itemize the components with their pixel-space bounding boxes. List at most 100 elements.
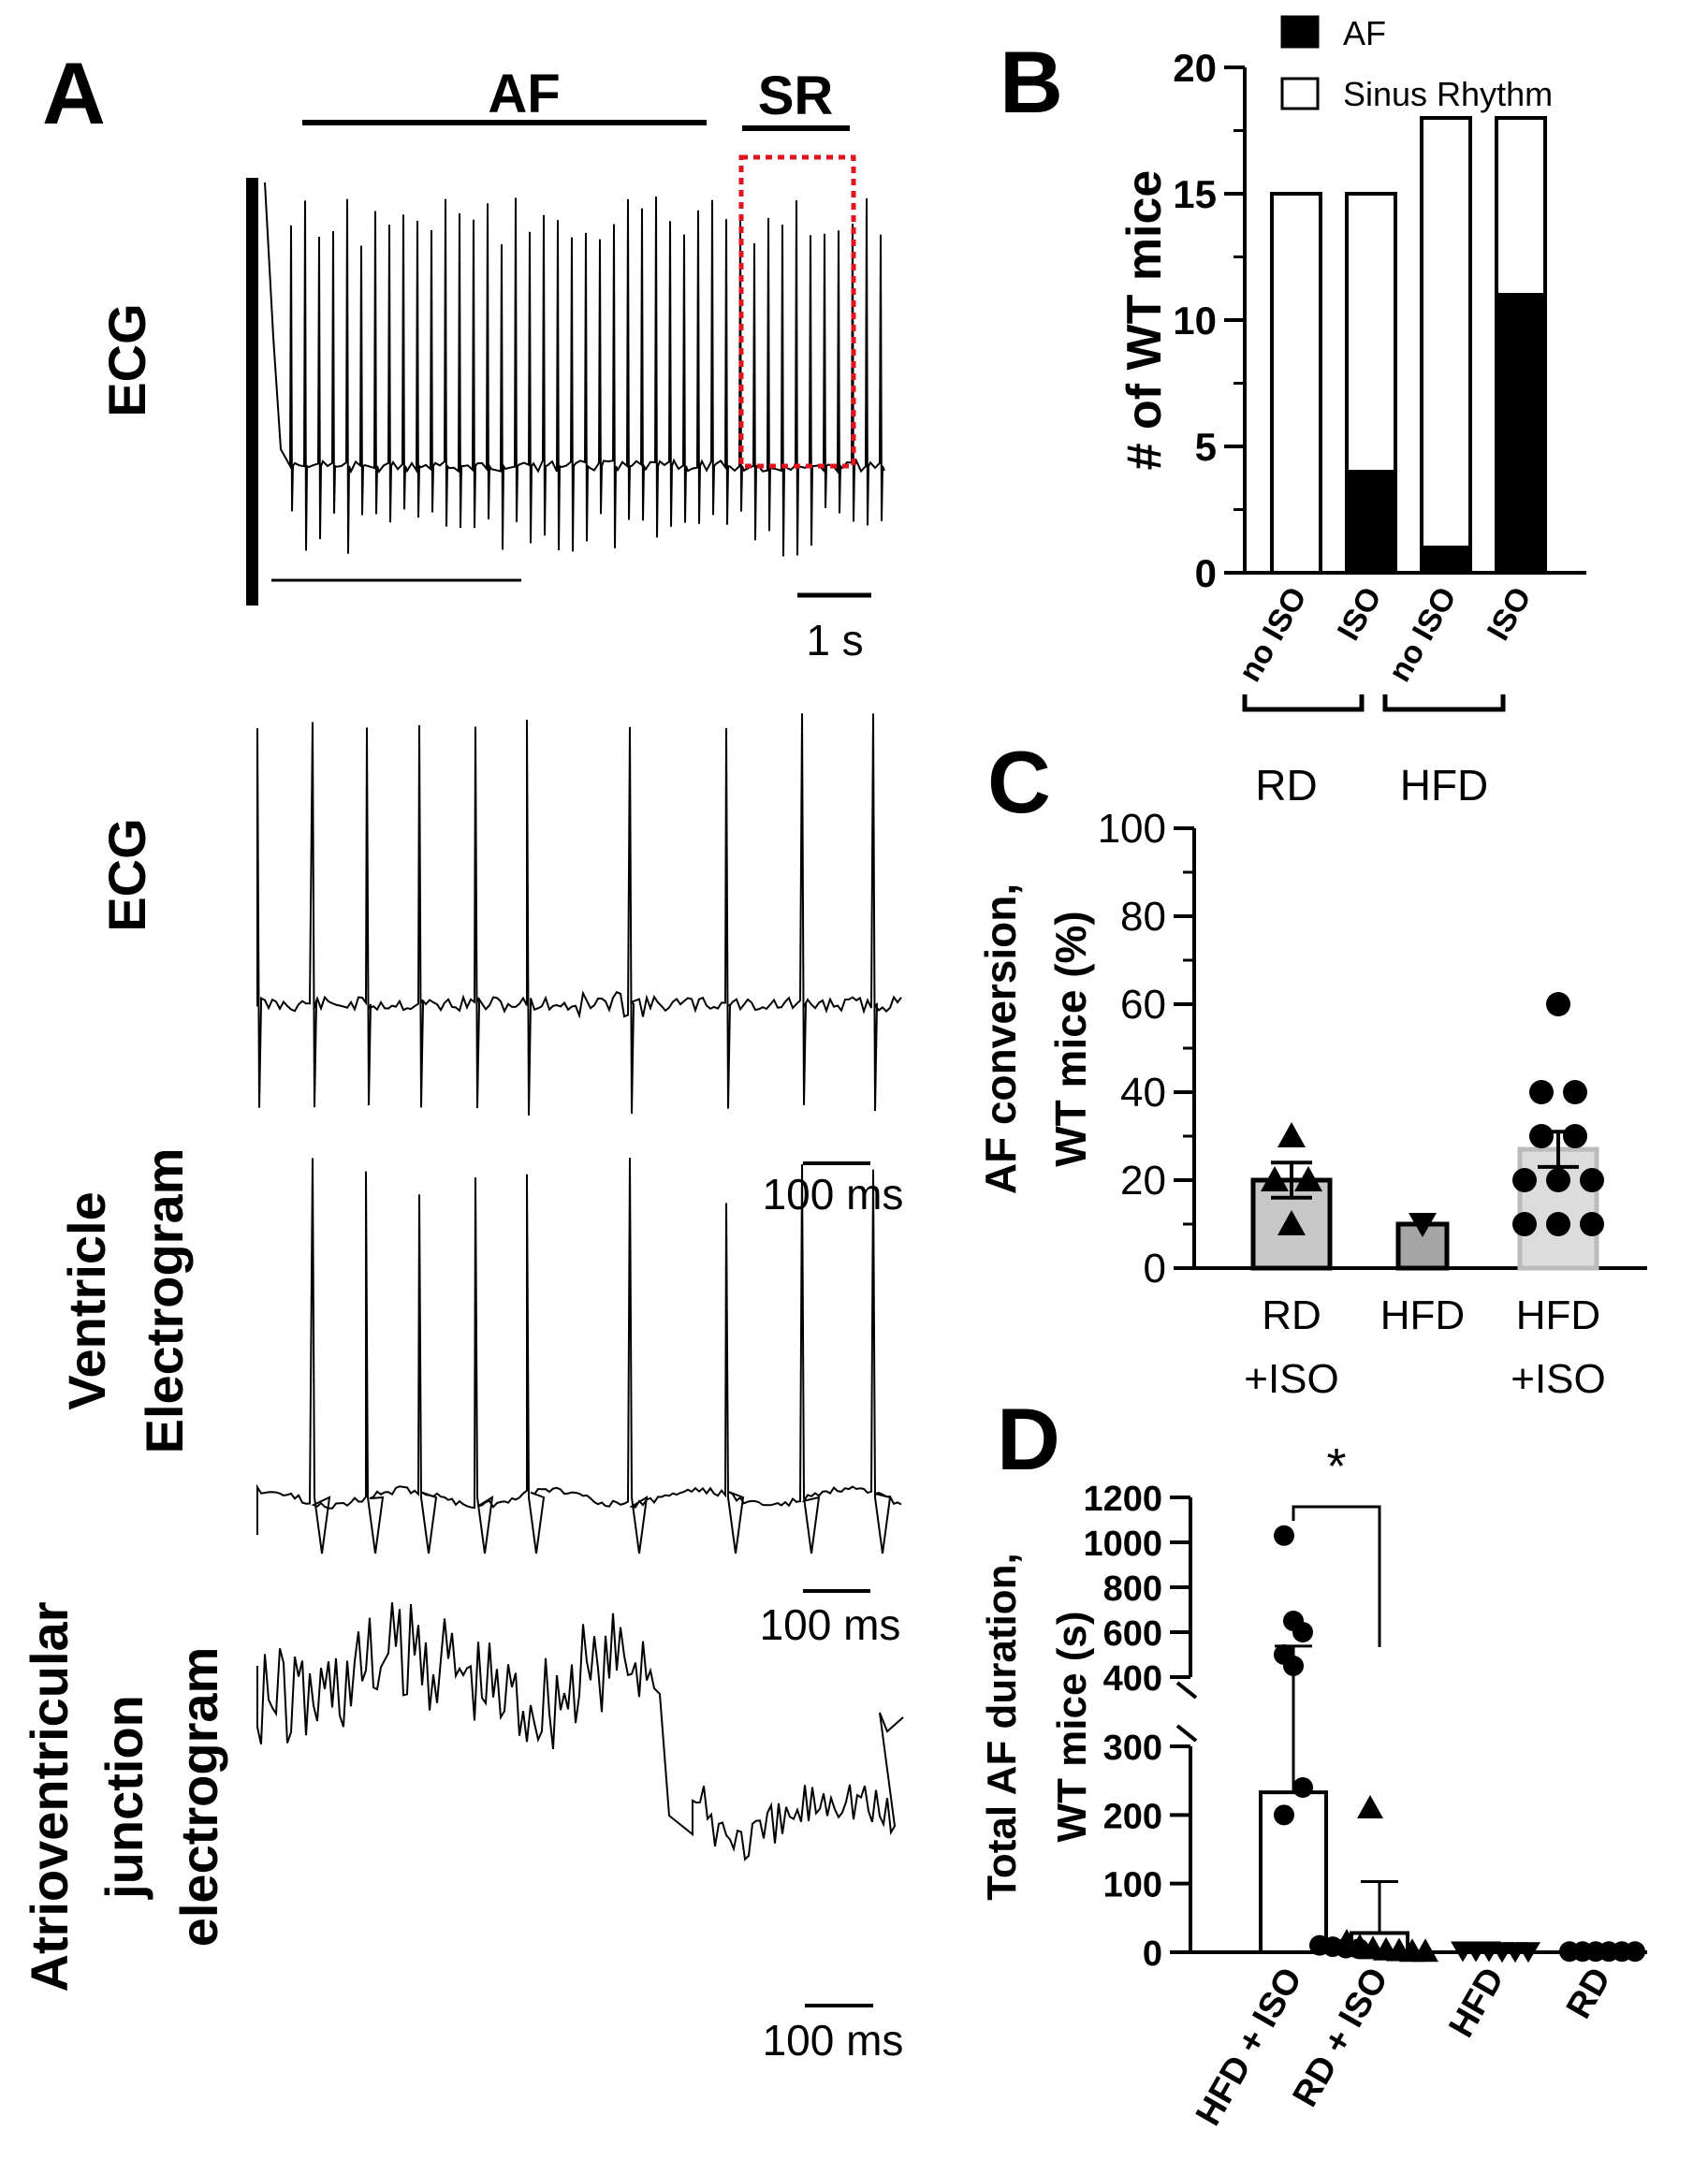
chart-c-point xyxy=(1580,1168,1604,1192)
chart-b-x-tick-label: no ISO xyxy=(1232,581,1314,688)
chart-b-y-tick-label: 5 xyxy=(1195,425,1217,469)
panel-b-letter: B xyxy=(1000,33,1063,131)
chart-d-y-tick-label: 0 xyxy=(1143,1934,1162,1974)
chart-c-point xyxy=(1563,1080,1587,1104)
chart-c-y-tick-label: 100 xyxy=(1098,806,1166,852)
chart-d-point xyxy=(1274,1804,1294,1826)
av-junction-electrogram-trace xyxy=(256,1602,904,1861)
chart-d-y-tick-label: 200 xyxy=(1103,1797,1162,1836)
chart-c-point xyxy=(1563,1124,1587,1148)
chart-d-point xyxy=(1357,1795,1383,1818)
av-label-line1: Atrioventricular xyxy=(20,1602,79,1992)
chart-c-x-tick-label: HFD xyxy=(1380,1292,1465,1338)
chart-c-y-tick-label: 80 xyxy=(1120,894,1166,940)
chart-b-y-tick-label: 0 xyxy=(1195,551,1217,595)
chart-c-y-tick-label: 60 xyxy=(1120,982,1166,1028)
chart-d-y-tick-label: 800 xyxy=(1103,1569,1162,1609)
ecg1-calibration-bar xyxy=(246,178,258,606)
chart-c-point xyxy=(1294,1166,1322,1191)
chart-b-group-label: HFD xyxy=(1400,761,1489,810)
af-label: AF xyxy=(488,64,560,124)
chart-d-point xyxy=(1292,1777,1313,1798)
chart-d-point xyxy=(1283,1656,1304,1676)
chart-b-bar-af xyxy=(1495,293,1547,575)
chart-c-y-tick-label: 0 xyxy=(1144,1246,1166,1292)
chart-b-x-tick-label: ISO xyxy=(1331,581,1389,647)
chart-b-bar-af xyxy=(1345,470,1397,575)
chart-b-y-tick-label: 20 xyxy=(1173,46,1217,90)
chart-c-x-tick-label: RD xyxy=(1262,1292,1321,1338)
av-scale-label: 100 ms xyxy=(763,2016,904,2065)
chart-c-x-tick-label: HFD xyxy=(1516,1292,1600,1338)
panel-c-letter: C xyxy=(987,733,1051,831)
ecg-trace-1 xyxy=(264,182,885,557)
chart-c-point xyxy=(1546,992,1570,1016)
chart-c-point xyxy=(1277,1210,1306,1235)
chart-d-y-tick-label: 300 xyxy=(1103,1729,1162,1768)
chart-d-y-tick-label: 1200 xyxy=(1083,1480,1162,1519)
chart-c-point xyxy=(1580,1212,1604,1236)
chart-d-x-tick-label: HFD xyxy=(1441,1962,1511,2045)
chart-d-y-label-line1: Total AF duration, xyxy=(979,1553,1025,1901)
chart-d-significance-bracket xyxy=(1292,1505,1381,1647)
chart-d-point xyxy=(1274,1525,1294,1546)
chart-d-point xyxy=(1516,1942,1540,1963)
chart-d-y-tick-label: 1000 xyxy=(1083,1525,1162,1564)
av-label-line2: junction xyxy=(95,1695,153,1900)
panel-a-letter: A xyxy=(42,44,106,142)
chart-d-y-tick-label: 100 xyxy=(1103,1866,1162,1905)
chart-b-group-bracket xyxy=(1242,694,1365,712)
chart-c-y-label-line1: AF conversion, xyxy=(976,883,1025,1194)
chart-b-legend-sinus: Sinus Rhythm xyxy=(1343,75,1553,113)
chart-b-bar-af xyxy=(1420,546,1472,575)
chart-b-group-bracket xyxy=(1382,694,1506,712)
chart-b-y-tick-label: 10 xyxy=(1173,299,1217,343)
chart-d-y-label-line2: WT mice (s) xyxy=(1049,1612,1095,1843)
panel-d-letter: D xyxy=(997,1390,1060,1488)
chart-d-x-tick-label: HFD + ISO xyxy=(1189,1962,1310,2133)
ventricle-electrogram-trace xyxy=(256,1158,902,1554)
chart-c-point xyxy=(1261,1166,1289,1191)
chart-d-x-tick-label: RD xyxy=(1559,1962,1619,2026)
chart-d-y-tick-label: 600 xyxy=(1103,1614,1162,1654)
chart-b-bar-sinus xyxy=(1345,192,1397,474)
av-label-line3: electrogram xyxy=(169,1647,228,1948)
chart-b-legend-af: AF xyxy=(1343,14,1386,52)
chart-b-y-label: # of WT mice xyxy=(1117,170,1172,471)
ecg2-scale-label: 100 ms xyxy=(763,1170,904,1219)
sr-label: SR xyxy=(758,66,834,126)
chart-c-point xyxy=(1546,1168,1570,1192)
chart-c-point xyxy=(1409,1213,1437,1237)
chart-b-legend-swatch-sinus xyxy=(1280,77,1320,110)
chart-d-point xyxy=(1412,1938,1438,1963)
chart-b-bar-sinus xyxy=(1495,116,1547,297)
chart-b-x-tick-label: no ISO xyxy=(1381,581,1464,688)
chart-d-point xyxy=(1625,1941,1645,1963)
chart-c-point xyxy=(1277,1122,1306,1147)
chart-c-point xyxy=(1529,1124,1554,1148)
chart-b-group-label: RD xyxy=(1255,761,1317,810)
ecg2-label: ECG xyxy=(97,818,156,931)
chart-c-x-tick-label: +ISO xyxy=(1244,1356,1339,1402)
ventricle-scale-label: 100 ms xyxy=(760,1600,901,1649)
chart-b-x-tick-label: ISO xyxy=(1481,581,1539,647)
sr-highlight-box xyxy=(738,154,856,469)
chart-c-x-tick-label: +ISO xyxy=(1511,1356,1606,1402)
ecg-trace-2 xyxy=(256,713,902,1116)
chart-b-y-tick-label: 15 xyxy=(1173,172,1217,216)
chart-d-significance-label: * xyxy=(1326,1438,1346,1495)
chart-c-y-tick-label: 40 xyxy=(1120,1070,1166,1116)
chart-d: 0 100 200 300 400 600 800 1000 1200 Total AF dura… xyxy=(979,1438,1647,2132)
chart-c-point xyxy=(1512,1168,1537,1192)
chart-c-y-tick-label: 20 xyxy=(1120,1158,1166,1204)
chart-c-y-label-line2: WT mice (%) xyxy=(1046,911,1095,1166)
ventricle-label-line2: Electrogram xyxy=(135,1148,194,1454)
chart-d-y-tick-label: 400 xyxy=(1103,1659,1162,1699)
ecg1-label: ECG xyxy=(97,303,156,416)
chart-b-legend-swatch-af xyxy=(1280,15,1320,49)
chart-d-axis-break-mark xyxy=(1175,1681,1198,1700)
chart-b-bar-sinus xyxy=(1270,192,1322,575)
chart-c-point xyxy=(1512,1212,1537,1236)
